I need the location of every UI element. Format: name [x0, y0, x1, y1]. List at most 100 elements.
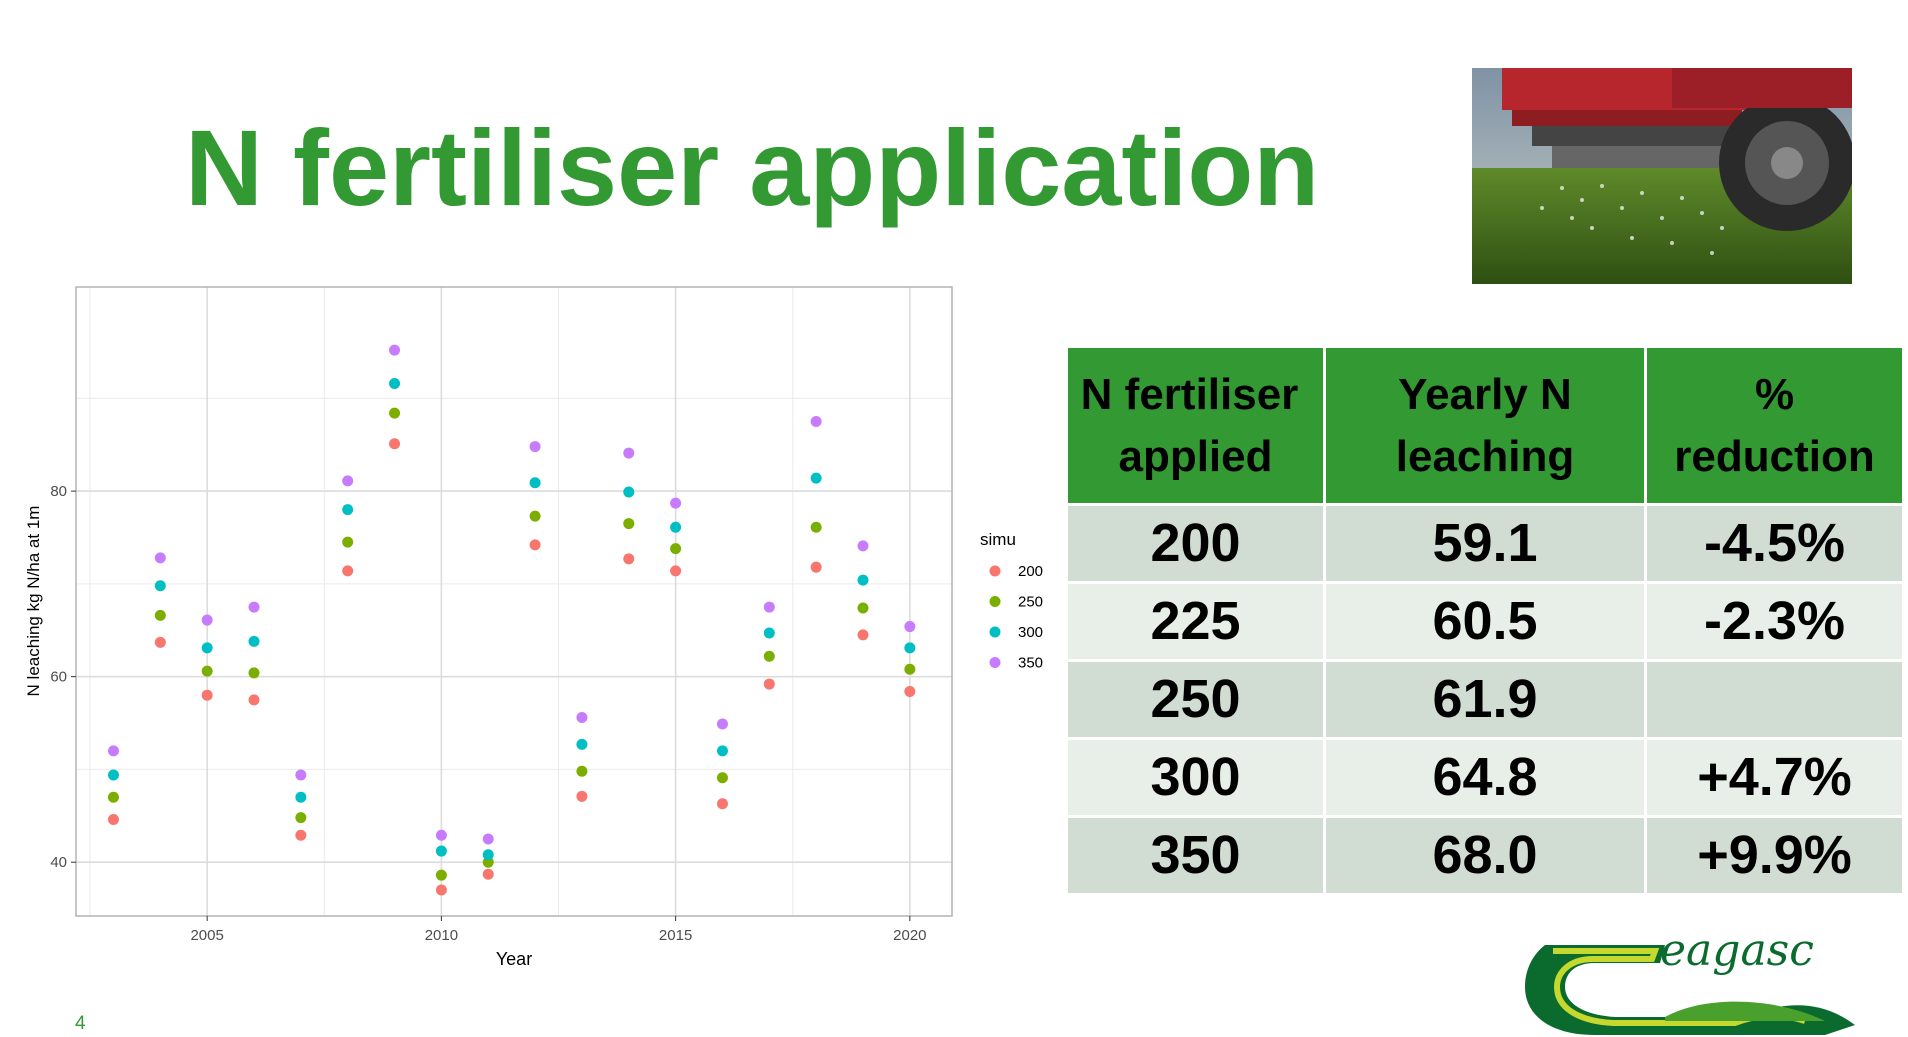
legend-title: simu: [980, 530, 1016, 549]
header-line: N fertiliser: [1080, 369, 1299, 419]
slide-title: N fertiliser application: [185, 107, 1320, 228]
tractor-fertiliser-spreader-photo: [1472, 68, 1852, 284]
data-point-250: [201, 665, 213, 677]
legend-marker-250: [989, 596, 1001, 607]
data-point-250: [904, 663, 916, 675]
cell-leaching: 60.5: [1323, 581, 1647, 662]
chart-panel-border: [75, 286, 953, 917]
data-point-350: [482, 833, 494, 845]
data-point-250: [154, 609, 166, 621]
page-number: 4: [75, 1013, 86, 1034]
table-row: 300 64.8 +4.7%: [1065, 737, 1905, 818]
data-point-250: [107, 791, 119, 803]
legend-marker-350: [989, 657, 1001, 668]
cell-leaching: 64.8: [1323, 737, 1647, 818]
data-point-200: [716, 798, 728, 810]
cell-fertiliser: 350: [1065, 815, 1326, 896]
data-point-350: [763, 601, 775, 613]
data-point-300: [342, 504, 354, 516]
data-point-250: [248, 667, 260, 679]
legend-label-200: 200: [1018, 563, 1043, 580]
data-point-200: [248, 694, 260, 706]
data-point-350: [716, 718, 728, 730]
data-point-350: [248, 601, 260, 613]
y-tick-label: 40: [50, 854, 67, 871]
table-row: 350 68.0 +9.9%: [1065, 815, 1905, 896]
data-point-200: [904, 685, 916, 697]
data-point-300: [810, 472, 822, 484]
y-axis-ticks: 40 60 80: [50, 483, 76, 871]
tractor-photo: [1472, 68, 1852, 284]
leaching-table: N fertiliser applied Yearly N leaching %…: [1065, 345, 1905, 896]
cell-leaching: 59.1: [1323, 503, 1647, 584]
data-point-200: [342, 565, 354, 577]
data-point-350: [857, 540, 869, 552]
cell-reduction: [1644, 659, 1905, 740]
legend-label-250: 250: [1018, 594, 1043, 611]
data-point-200: [670, 565, 682, 577]
chart-points: [107, 344, 916, 896]
cell-leaching: 61.9: [1323, 659, 1647, 740]
data-point-300: [904, 642, 916, 654]
data-point-300: [529, 477, 541, 489]
data-point-200: [857, 629, 869, 641]
data-point-250: [529, 510, 541, 522]
data-point-350: [435, 829, 447, 841]
cell-reduction: +9.9%: [1644, 815, 1905, 896]
chart-legend: simu 200 250 300 350: [980, 530, 1043, 672]
table-row: 250 61.9: [1065, 659, 1905, 740]
data-point-200: [810, 561, 822, 573]
header-line: applied: [1118, 431, 1273, 481]
x-tick-label: 2020: [893, 927, 926, 944]
data-point-300: [201, 642, 213, 654]
data-point-350: [810, 416, 822, 428]
data-point-250: [623, 518, 635, 530]
data-point-250: [389, 407, 401, 419]
data-point-250: [670, 543, 682, 555]
header-yearly-leaching: Yearly N leaching: [1323, 345, 1647, 506]
data-point-350: [904, 621, 916, 633]
scatter-chart: 40 60 80 2005 2010 2015 2020 Year N leaching …: [24, 286, 1043, 969]
data-point-250: [342, 536, 354, 548]
data-point-350: [389, 344, 401, 356]
cell-fertiliser: 300: [1065, 737, 1326, 818]
table-row: 200 59.1 -4.5%: [1065, 503, 1905, 584]
data-point-250: [295, 812, 307, 824]
data-point-350: [670, 497, 682, 509]
data-point-300: [154, 580, 166, 592]
data-point-200: [295, 829, 307, 841]
data-point-250: [576, 765, 588, 777]
data-point-300: [623, 486, 635, 498]
data-point-200: [529, 539, 541, 551]
x-axis-ticks: 2005 2010 2015 2020: [190, 916, 927, 944]
legend-marker-200: [989, 565, 1001, 577]
data-point-350: [342, 475, 354, 487]
data-point-300: [716, 745, 728, 757]
chart-gridlines: [76, 287, 952, 916]
data-point-200: [154, 636, 166, 648]
x-tick-label: 2005: [190, 927, 223, 944]
data-point-300: [763, 627, 775, 639]
data-point-250: [763, 650, 775, 662]
logo-text: eagasc: [1660, 925, 1814, 976]
table-row: 225 60.5 -2.3%: [1065, 581, 1905, 662]
header-line: Yearly N: [1398, 369, 1572, 419]
data-point-200: [389, 438, 401, 450]
data-point-300: [248, 635, 260, 647]
legend-label-300: 300: [1018, 624, 1043, 641]
data-point-250: [435, 869, 447, 881]
data-point-200: [435, 884, 447, 896]
y-tick-label: 80: [50, 483, 67, 500]
data-point-300: [857, 574, 869, 586]
cell-reduction: -2.3%: [1644, 581, 1905, 662]
cell-fertiliser: 225: [1065, 581, 1326, 662]
data-point-350: [201, 614, 213, 626]
data-point-200: [576, 790, 588, 802]
data-point-250: [857, 602, 869, 614]
y-tick-label: 60: [50, 669, 67, 686]
legend-label-350: 350: [1018, 655, 1043, 672]
table-header-row: N fertiliser applied Yearly N leaching %…: [1065, 345, 1905, 506]
data-point-300: [576, 738, 588, 750]
data-point-350: [576, 711, 588, 723]
x-tick-label: 2015: [659, 927, 692, 944]
